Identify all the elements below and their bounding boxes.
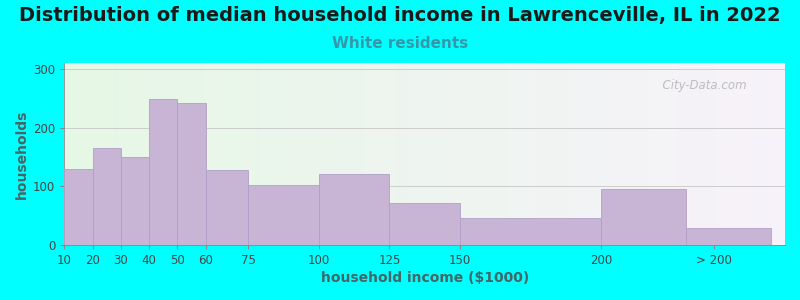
Bar: [602, 189, 686, 245]
Bar: [206, 170, 248, 245]
Text: City-Data.com: City-Data.com: [655, 80, 747, 92]
Bar: [318, 174, 390, 245]
Bar: [248, 185, 318, 245]
Bar: [150, 99, 178, 245]
Bar: [178, 103, 206, 245]
X-axis label: household income ($1000): household income ($1000): [321, 271, 529, 285]
Bar: [65, 169, 93, 245]
Bar: [460, 218, 602, 245]
Text: White residents: White residents: [332, 36, 468, 51]
Bar: [93, 148, 121, 245]
Bar: [390, 202, 460, 245]
Bar: [686, 228, 771, 245]
Y-axis label: households: households: [15, 109, 29, 199]
Text: Distribution of median household income in Lawrenceville, IL in 2022: Distribution of median household income …: [19, 6, 781, 25]
Bar: [121, 157, 150, 245]
